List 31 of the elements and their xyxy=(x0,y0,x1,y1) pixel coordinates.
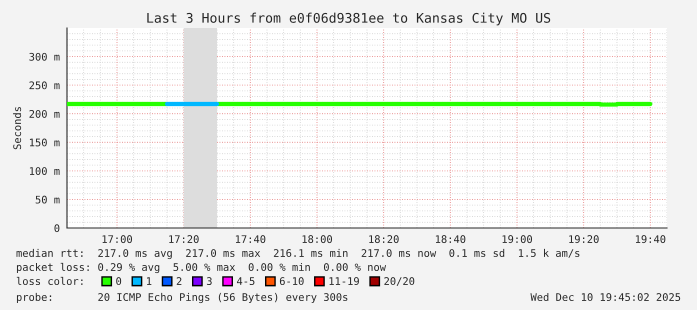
x-tick-label: 19:00 xyxy=(502,235,532,244)
legend-label: 20/20 xyxy=(384,277,414,286)
legend-label: 2 xyxy=(176,277,182,285)
y-tick-label: 150 m xyxy=(30,138,60,146)
text: probe: 20 ICMP Echo Pings (56 Bytes) every 300s xyxy=(16,292,348,304)
y-tick-label: 300 m xyxy=(29,52,60,61)
chart-title: Last 3 Hours from e0f06d9381ee to Kansas City MO US xyxy=(147,12,550,26)
legend-label: 11-19 xyxy=(330,277,359,286)
y-tick-label: 200 m xyxy=(29,110,60,118)
x-tick-label: 18:40 xyxy=(436,235,466,244)
y-tick-label: 250 m xyxy=(29,81,60,90)
y-axis-title: Seconds xyxy=(13,107,22,150)
text: Wed Dec 10 19:45:02 2025 xyxy=(530,292,680,302)
legend-label: 1 xyxy=(147,277,152,285)
x-tick-label: 19:40 xyxy=(636,235,666,244)
x-tick-label: 17:20 xyxy=(169,235,199,244)
x-tick-label: 18:00 xyxy=(302,235,332,244)
legend-title: loss color: xyxy=(16,276,82,286)
x-tick-label: 18:20 xyxy=(369,235,399,244)
legend-label: 4-5 xyxy=(236,277,254,286)
x-tick-label: 17:00 xyxy=(102,235,132,244)
y-tick-label: 0 xyxy=(54,224,60,232)
x-tick-label: 19:20 xyxy=(569,235,599,244)
y-tick-label: 100 m xyxy=(30,167,60,175)
legend-label: 6-10 xyxy=(280,277,304,286)
text: median rtt: 217.0 ms avg 217.0 ms max 216.1 ms min 217.0 ms now 0.1 ms sd 1.5 k am/s xyxy=(16,248,580,260)
text: packet loss: 0.29 % avg 5.00 % max 0.00 % min 0.00 % now xyxy=(16,262,386,274)
legend-label: 3 xyxy=(206,277,212,286)
x-tick-label: 17:40 xyxy=(236,235,266,244)
y-tick-label: 50 m xyxy=(36,196,60,204)
legend-label: 0 xyxy=(116,277,122,286)
